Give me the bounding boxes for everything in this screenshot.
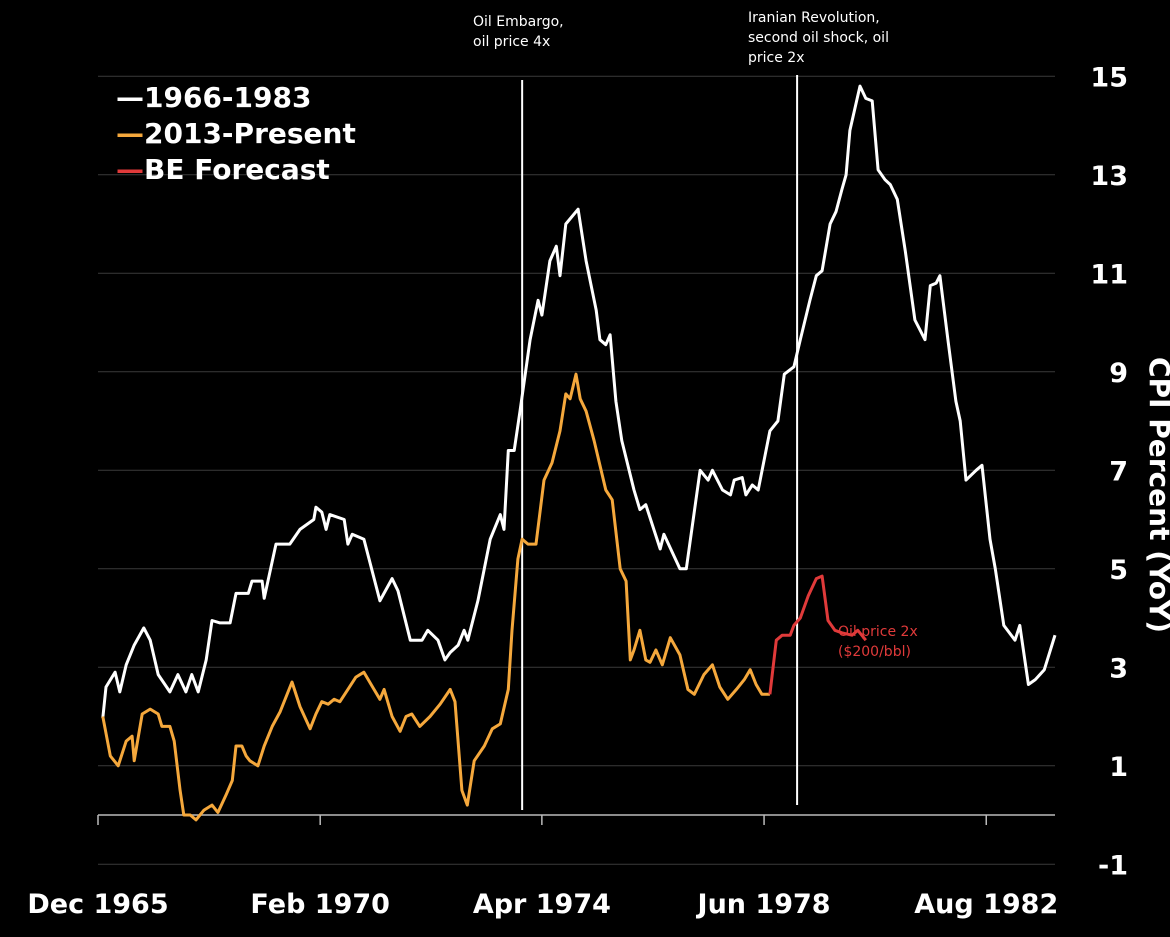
x-tick-label: Dec 1965 bbox=[27, 889, 168, 920]
legend-label: 1966-1983 bbox=[144, 81, 312, 114]
y-tick-label: 11 bbox=[1090, 259, 1128, 290]
legend: —1966-1983 —2013-Present —BE Forecast bbox=[116, 80, 356, 188]
annotation-iranian-revolution: Iranian Revolution, second oil shock, oi… bbox=[748, 10, 889, 66]
legend-item-1966-1983: —1966-1983 bbox=[116, 81, 312, 114]
annotation-oil-price-2x: Oil price 2x ($200/bbl) bbox=[838, 624, 918, 660]
x-tick-label: Jun 1978 bbox=[696, 889, 831, 920]
y-tick-label: 9 bbox=[1109, 358, 1128, 389]
y-tick-label: -1 bbox=[1098, 850, 1128, 881]
legend-item-2013-present: —2013-Present bbox=[116, 117, 356, 150]
legend-label: BE Forecast bbox=[144, 153, 330, 186]
y-tick-label: 7 bbox=[1109, 456, 1128, 487]
x-tick-label: Feb 1970 bbox=[250, 889, 390, 920]
y-tick-label: 3 bbox=[1109, 653, 1128, 684]
y-tick-label: 13 bbox=[1090, 161, 1128, 192]
series-line-be-forecast bbox=[768, 574, 867, 695]
x-tick-label: Apr 1974 bbox=[473, 889, 611, 920]
y-tick-label: 15 bbox=[1090, 62, 1128, 93]
x-tick-label: Aug 1982 bbox=[914, 889, 1058, 920]
annotation-oil-embargo: Oil Embargo, oil price 4x bbox=[473, 14, 564, 50]
legend-label: 2013-Present bbox=[144, 117, 356, 150]
series-line-2013-present bbox=[101, 372, 770, 822]
y-tick-label: 5 bbox=[1109, 555, 1128, 586]
legend-item-be-forecast: —BE Forecast bbox=[116, 153, 330, 186]
series-line-1966-1983 bbox=[101, 84, 1057, 719]
y-axis-title: CPI Percent (YoY) bbox=[1143, 357, 1170, 633]
y-tick-label: 1 bbox=[1109, 752, 1128, 783]
